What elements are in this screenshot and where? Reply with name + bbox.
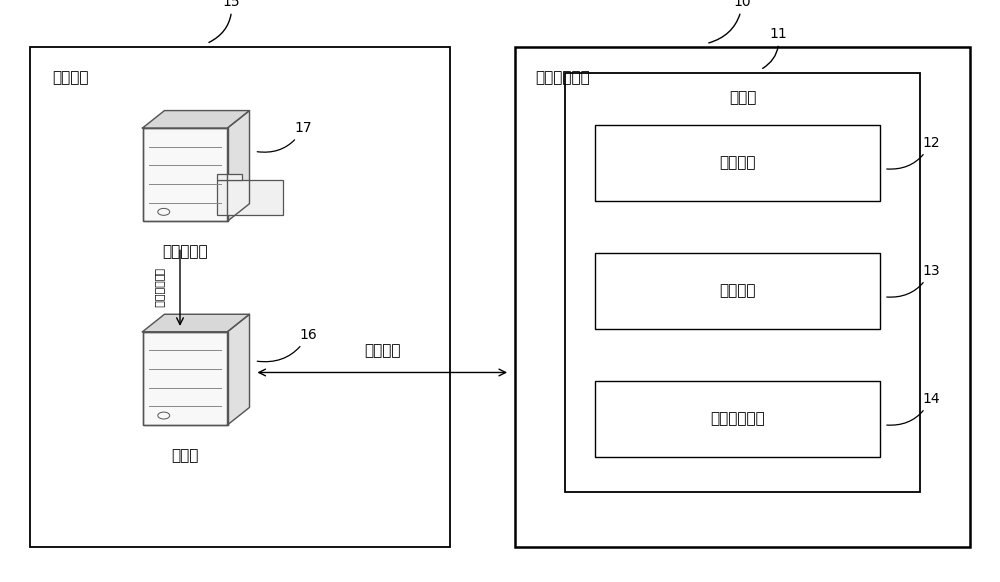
Bar xyxy=(217,174,242,180)
Bar xyxy=(143,128,228,221)
Bar xyxy=(595,125,880,201)
Text: 14: 14 xyxy=(887,392,940,425)
Bar xyxy=(595,253,880,329)
Text: 引导装载程序: 引导装载程序 xyxy=(710,411,765,427)
Text: 升级平台: 升级平台 xyxy=(52,70,88,85)
Polygon shape xyxy=(227,314,249,425)
Bar xyxy=(595,381,880,457)
Text: 服务器: 服务器 xyxy=(171,448,199,463)
Bar xyxy=(515,47,970,547)
Text: 11: 11 xyxy=(763,27,787,69)
Text: 存储器: 存储器 xyxy=(729,90,756,105)
Text: 15: 15 xyxy=(209,0,240,42)
Bar xyxy=(143,128,228,221)
Polygon shape xyxy=(227,111,249,221)
Text: 版本文件推送: 版本文件推送 xyxy=(153,268,163,308)
Text: 13: 13 xyxy=(887,264,940,297)
Text: 高区固件: 高区固件 xyxy=(719,155,756,171)
Text: 16: 16 xyxy=(257,328,317,362)
Text: 车载微控制器: 车载微控制器 xyxy=(535,70,590,85)
Text: 10: 10 xyxy=(709,0,751,43)
Polygon shape xyxy=(143,111,249,128)
Bar xyxy=(565,73,920,492)
Text: 低区固件: 低区固件 xyxy=(719,283,756,299)
Text: 存储服务器: 存储服务器 xyxy=(162,244,208,260)
Bar xyxy=(143,332,228,425)
Bar xyxy=(217,180,283,215)
Polygon shape xyxy=(143,314,249,332)
Text: 12: 12 xyxy=(887,136,940,169)
Bar xyxy=(30,47,450,547)
Bar xyxy=(143,332,228,425)
Text: 17: 17 xyxy=(257,121,312,152)
Text: 版本文件: 版本文件 xyxy=(364,343,400,358)
